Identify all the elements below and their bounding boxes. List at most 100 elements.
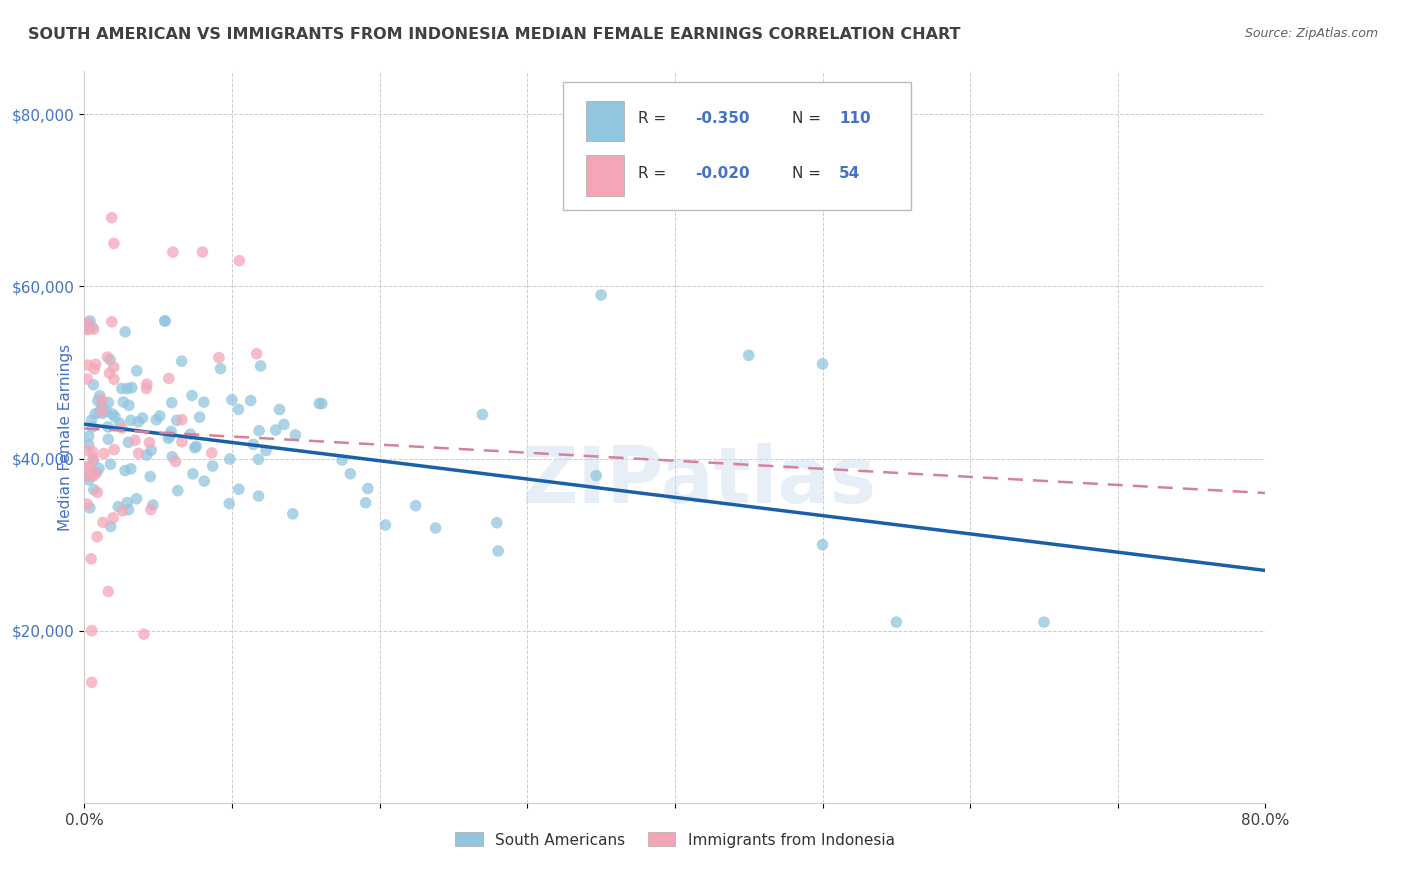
Text: Source: ZipAtlas.com: Source: ZipAtlas.com: [1244, 27, 1378, 40]
Point: [247, 424, 270, 438]
Point: [91, 407, 114, 421]
Point: [284, 428, 307, 442]
Point: [101, 407, 124, 421]
Point: [585, 468, 607, 483]
Point: [170, 354, 193, 368]
Point: [97, 420, 120, 434]
Point: [82, 377, 104, 392]
Point: [273, 417, 295, 432]
Point: [218, 497, 240, 511]
Point: [80, 675, 103, 690]
Point: [97, 432, 120, 446]
Point: [114, 325, 136, 339]
Point: [76, 323, 98, 337]
Point: [101, 211, 124, 225]
Text: R =: R =: [638, 166, 672, 181]
Point: [111, 504, 134, 518]
Point: [86, 485, 108, 500]
Point: [112, 395, 135, 409]
Point: [103, 511, 125, 525]
Point: [125, 491, 148, 506]
Point: [86, 530, 108, 544]
Point: [120, 462, 142, 476]
Point: [131, 411, 153, 425]
FancyBboxPatch shape: [562, 82, 911, 211]
Point: [160, 395, 183, 409]
Text: -0.020: -0.020: [695, 166, 749, 181]
Point: [77, 473, 100, 487]
Point: [247, 452, 270, 467]
Point: [103, 236, 125, 251]
Point: [80, 413, 103, 427]
Point: [128, 446, 150, 460]
Point: [354, 496, 377, 510]
Point: [77, 468, 100, 483]
Text: N =: N =: [792, 166, 825, 181]
Point: [228, 482, 250, 496]
Point: [591, 288, 613, 302]
Point: [91, 516, 114, 530]
Point: [269, 402, 291, 417]
Point: [84, 357, 107, 371]
Point: [160, 450, 183, 464]
Point: [82, 469, 104, 483]
Point: [242, 437, 264, 451]
Point: [141, 443, 163, 458]
Point: [96, 404, 118, 418]
Point: [97, 395, 120, 409]
Point: [76, 443, 98, 458]
Point: [115, 495, 138, 509]
Point: [191, 245, 214, 260]
Point: [149, 409, 172, 423]
Point: [153, 314, 176, 328]
Text: SOUTH AMERICAN VS IMMIGRANTS FROM INDONESIA MEDIAN FEMALE EARNINGS CORRELATION C: SOUTH AMERICAN VS IMMIGRANTS FROM INDONE…: [28, 27, 960, 42]
Point: [221, 392, 243, 407]
Point: [82, 320, 104, 334]
Point: [117, 502, 139, 516]
Point: [162, 245, 184, 260]
Point: [165, 454, 187, 468]
Point: [181, 467, 204, 481]
Point: [80, 552, 103, 566]
Point: [111, 421, 134, 435]
Point: [201, 446, 224, 460]
Point: [100, 458, 122, 472]
Point: [87, 461, 110, 475]
Point: [83, 362, 105, 376]
Point: [84, 466, 107, 480]
Point: [811, 538, 834, 552]
Point: [79, 500, 101, 515]
Point: [145, 413, 167, 427]
Point: [188, 410, 211, 425]
FancyBboxPatch shape: [586, 155, 624, 195]
Point: [108, 417, 131, 431]
Point: [90, 404, 112, 418]
Point: [170, 434, 193, 449]
Point: [103, 360, 125, 375]
Point: [135, 448, 157, 462]
Point: [79, 459, 101, 474]
Text: 54: 54: [839, 166, 860, 181]
Point: [103, 442, 125, 457]
Point: [132, 627, 155, 641]
Point: [308, 396, 330, 410]
Point: [98, 366, 121, 380]
Point: [93, 446, 115, 460]
Point: [357, 482, 380, 496]
Point: [86, 466, 108, 480]
Point: [124, 434, 146, 448]
Point: [339, 467, 361, 481]
Point: [166, 483, 188, 498]
Point: [77, 469, 100, 483]
Text: ZIPatlas: ZIPatlas: [522, 443, 876, 519]
Point: [193, 474, 215, 488]
Point: [82, 420, 104, 434]
Point: [97, 584, 120, 599]
Point: [208, 351, 231, 365]
Point: [471, 408, 494, 422]
Point: [135, 377, 157, 392]
Point: [249, 359, 271, 373]
Point: [405, 499, 427, 513]
Point: [138, 435, 160, 450]
Point: [330, 453, 353, 467]
